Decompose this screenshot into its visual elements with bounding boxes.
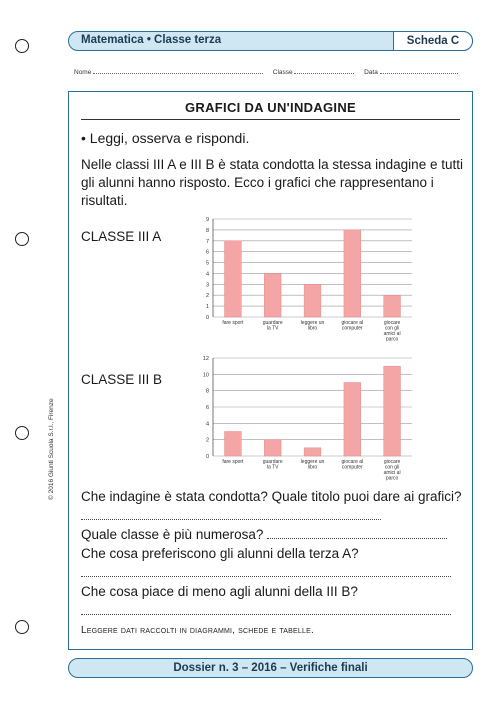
- x-tick-label: leggere un libro: [301, 459, 325, 471]
- worksheet-frame: GRAFICI DA UN'INDAGINE • Leggi, osserva …: [68, 91, 473, 650]
- bar: [303, 284, 322, 318]
- question-3: Che cosa preferiscono gli alunni della t…: [81, 544, 466, 582]
- class-field[interactable]: [294, 67, 355, 74]
- y-tick-label: 0: [206, 315, 209, 321]
- y-tick-label: 0: [206, 454, 209, 460]
- page-header: Matematica • Classe terza Scheda C: [68, 31, 473, 51]
- punch-hole: [15, 232, 29, 246]
- punch-hole: [15, 426, 29, 440]
- answer-line[interactable]: [267, 526, 448, 539]
- page-footer: Dossier n. 3 – 2016 – Verifiche finali: [68, 658, 473, 678]
- bar: [343, 382, 361, 457]
- question-1: Che indagine è stata condotta? Quale tit…: [81, 487, 466, 525]
- x-tick-label: guardare la TV: [263, 320, 283, 332]
- worksheet-title: GRAFICI DA UN'INDAGINE: [185, 100, 356, 115]
- bar: [343, 229, 361, 318]
- y-tick-label: 12: [203, 356, 209, 362]
- x-tick-label: giocare al computer: [341, 320, 363, 332]
- y-tick-label: 2: [206, 293, 209, 299]
- x-tick-label: guardare la TV: [263, 459, 283, 471]
- title-divider: [81, 119, 460, 120]
- x-tick-label: fare sport: [222, 320, 244, 326]
- instruction: • Leggi, osserva e rispondi.: [81, 130, 250, 146]
- chart-b-label: CLASSE III B: [81, 372, 163, 387]
- header-tab: Scheda C: [393, 31, 473, 51]
- punch-hole: [15, 39, 29, 53]
- copyright-note: © 2016 Giunti Scuola S.r.l., Firenze: [48, 398, 55, 500]
- chart-a-label: CLASSE III A: [81, 229, 162, 244]
- name-label: Nome: [74, 69, 92, 76]
- bar: [264, 273, 282, 318]
- y-tick-label: 8: [206, 389, 209, 395]
- bar: [383, 365, 401, 457]
- answer-line[interactable]: [81, 564, 451, 577]
- bar: [303, 447, 322, 457]
- y-tick-label: 4: [206, 271, 209, 277]
- question-2: Quale classe è più numerosa?: [81, 525, 466, 544]
- punch-hole: [15, 620, 29, 634]
- bar: [224, 431, 242, 457]
- answer-line[interactable]: [81, 507, 381, 520]
- chart-class-3b: 0 2 4 6 8 10 12 fare sport guardare la TV leggere …: [203, 356, 412, 482]
- y-tick-label: 7: [206, 239, 209, 245]
- class-label: Classe: [272, 69, 293, 76]
- x-tick-label: fare sport: [222, 459, 244, 465]
- intro-text: Nelle classi III A e III B è stata condo…: [81, 157, 463, 208]
- y-tick-label: 1: [206, 304, 209, 310]
- header-title: Matematica • Classe terza: [81, 34, 222, 46]
- y-tick-label: 6: [206, 250, 209, 256]
- chart-class-3a: 0 1 2 3 4 5 6 7 8 9 fare sport guardare la TV leggere…: [206, 217, 412, 341]
- x-tick-label: leggere un libro: [301, 320, 325, 332]
- y-tick-label: 3: [206, 282, 209, 288]
- skill-footnote: Leggere dati raccolti in diagrammi, sche…: [81, 625, 314, 636]
- bar: [224, 240, 242, 318]
- name-field[interactable]: [93, 67, 264, 74]
- date-label: Data: [364, 69, 378, 76]
- student-fields: Nome Classe Data: [74, 67, 474, 76]
- bar: [264, 439, 282, 457]
- y-tick-label: 10: [203, 372, 209, 378]
- bar: [383, 294, 401, 318]
- y-tick-label: 6: [206, 405, 209, 411]
- y-tick-label: 5: [206, 261, 209, 267]
- y-tick-label: 8: [206, 228, 209, 234]
- answer-line[interactable]: [81, 602, 451, 615]
- y-tick-label: 9: [206, 217, 209, 223]
- x-tick-label: giocare con gli amici al parco: [384, 459, 401, 482]
- x-tick-label: giocare al computer: [341, 459, 363, 471]
- y-tick-label: 4: [206, 421, 209, 427]
- y-tick-label: 2: [206, 438, 209, 444]
- x-tick-label: giocare con gli amici al parco: [384, 320, 401, 341]
- question-4: Che cosa piace di meno agli alunni della…: [81, 582, 466, 620]
- date-field[interactable]: [379, 67, 458, 74]
